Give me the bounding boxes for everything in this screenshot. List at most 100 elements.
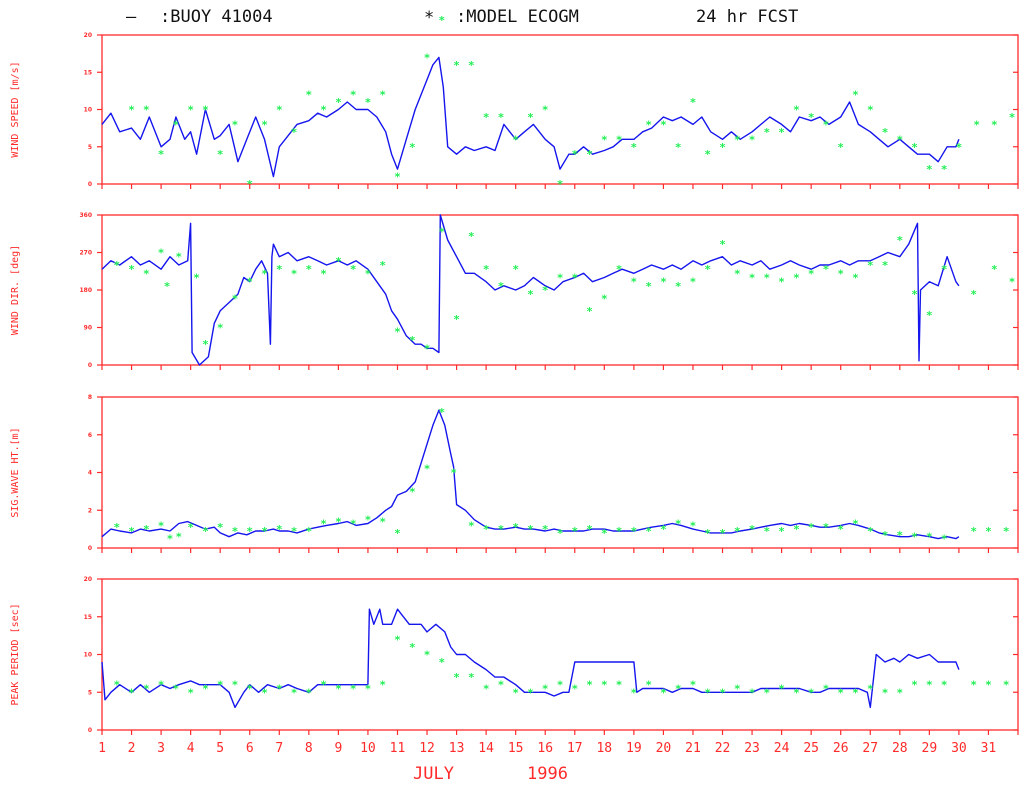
y-tick-label: 0 [88,181,92,188]
model-point: * [379,89,386,102]
model-point: * [527,288,534,301]
model-point: * [690,276,697,289]
model-point: * [291,267,298,280]
model-point: * [379,516,386,529]
model-point: * [734,267,741,280]
model-point: * [542,104,549,117]
model-point: * [438,406,445,419]
model-point: * [837,141,844,154]
model-point: * [193,272,200,285]
model-point: * [645,525,652,538]
model-point: * [719,238,726,251]
model-point: * [320,104,327,117]
model-point: * [158,679,165,692]
model-point: * [704,148,711,161]
month-label: JULY [413,764,454,784]
buoy-series-line [101,214,960,366]
model-point: * [808,267,815,280]
model-point: * [276,263,283,276]
model-point: * [113,259,120,272]
model-point: * [438,226,445,239]
model-point: * [660,118,667,131]
model-point: * [424,463,431,476]
x-tick-label: 31 [981,741,997,756]
model-point: * [660,686,667,699]
model-point: * [823,263,830,276]
panel-wind-dir: 0 90 180 270 360 WIND DIR. [deg] * * * * * * * * * * * * *… [10,212,1019,369]
model-point: * [867,104,874,117]
y-tick-label: 8 [88,394,92,401]
model-point: * [306,525,313,538]
model-point: * [734,682,741,695]
model-point: * [985,679,992,692]
model-point: * [911,141,918,154]
model-point: * [660,276,667,289]
x-tick-label: 9 [334,741,342,756]
buoy-series-line [101,608,960,709]
model-point: * [970,288,977,301]
y-axis-label: PEAK PERIOD [sec] [10,603,21,705]
model-point: * [424,649,431,662]
model-point: * [176,251,183,264]
panel-peak-period: 0 5 10 15 20 PEAK PERIOD [sec] * * * * * * * * * * * * * * *… [10,576,1019,734]
model-point: * [690,96,697,109]
model-point: * [409,141,416,154]
model-point: * [941,163,948,176]
x-tick-label: 23 [744,741,760,756]
x-tick-label: 11 [390,741,406,756]
y-tick-label: 0 [88,362,92,369]
x-tick-label: 13 [449,741,465,756]
model-point: * [291,686,298,699]
x-tick-label: 4 [187,741,195,756]
x-tick-label: 6 [246,741,254,756]
model-point: * [261,118,268,131]
model-point: * [675,280,682,293]
model-point: * [1009,276,1016,289]
model-point: * [616,679,623,692]
model-point: * [867,682,874,695]
y-tick-label: 0 [88,727,92,734]
x-tick-label: 15 [508,741,524,756]
model-point: * [542,682,549,695]
model-point: * [778,525,785,538]
model-point: * [409,641,416,654]
model-point: * [232,679,239,692]
model-point: * [867,525,874,538]
model-point: * [631,141,638,154]
model-point: * [365,682,372,695]
model-point: * [852,272,859,285]
model-point: * [379,259,386,272]
model-point: * [926,309,933,322]
model-point: * [970,679,977,692]
model-point: * [394,171,401,184]
model-point: * [217,521,224,534]
model-point: * [409,485,416,498]
x-tick-label: 26 [833,741,849,756]
model-point: * [985,525,992,538]
model-point: * [808,111,815,124]
model-point: * [557,178,564,191]
model-point: * [734,133,741,146]
model-point: * [896,529,903,542]
model-point: * [586,679,593,692]
model-point: * [276,523,283,536]
model-point: * [498,111,505,124]
model-point: * [1003,679,1010,692]
model-point: * [719,527,726,540]
model-point: * [793,104,800,117]
x-tick-label: 18 [596,741,612,756]
model-point: * [896,234,903,247]
plot-frame [101,34,1019,185]
model-point: * [586,148,593,161]
model-point: * [113,679,120,692]
x-tick-label: 16 [537,741,553,756]
model-point: * [911,679,918,692]
model-point: * [306,89,313,102]
y-tick-label: 360 [79,212,92,219]
model-point: * [764,686,771,699]
x-tick-label: 7 [275,741,283,756]
model-point: * [468,671,475,684]
x-tick-label: 2 [128,741,136,756]
